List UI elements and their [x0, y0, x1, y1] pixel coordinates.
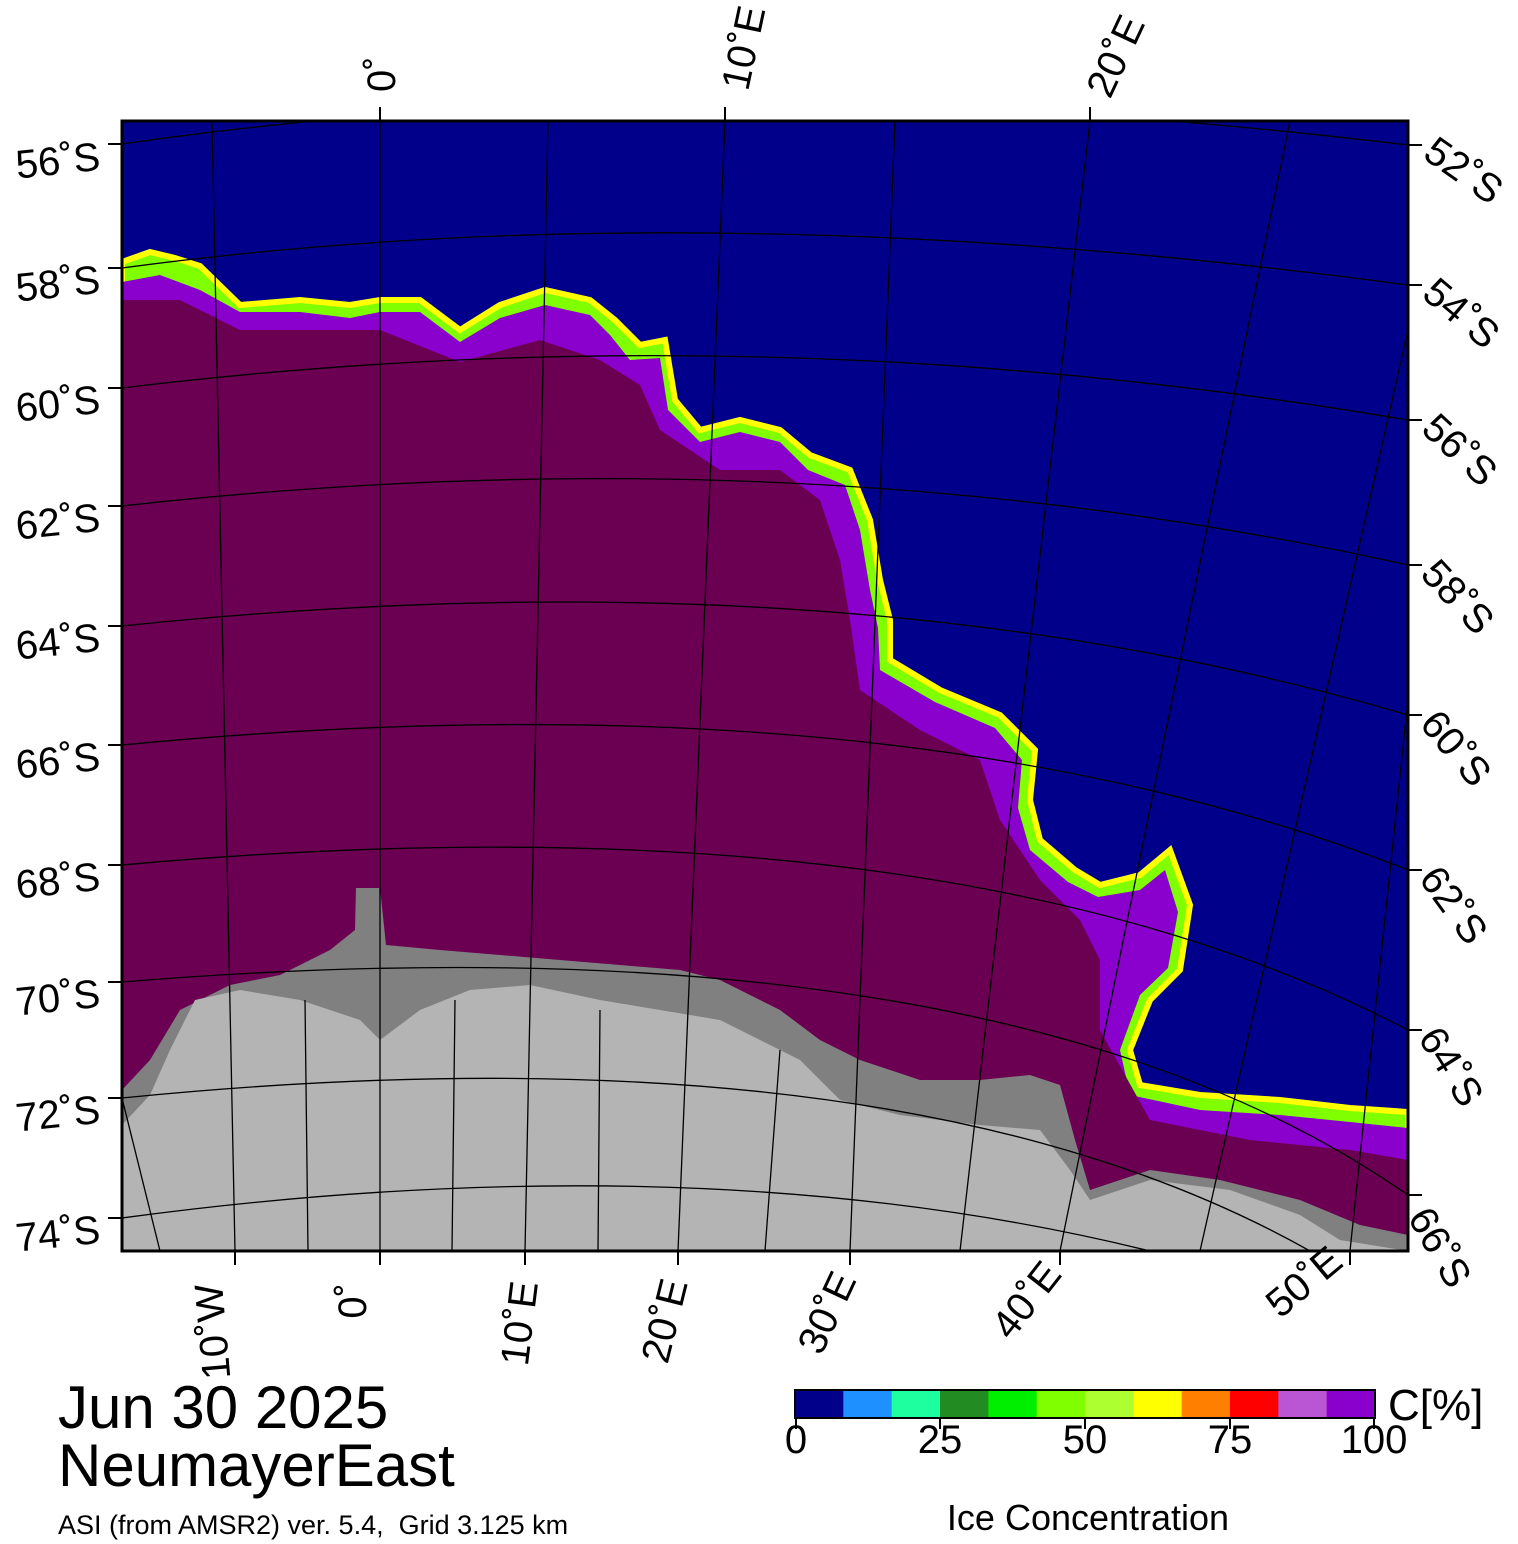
colorbar-segment	[1036, 1390, 1086, 1418]
lon-label-top: 20˚E	[1078, 9, 1154, 104]
lat-label-left: 74˚S	[14, 1208, 103, 1261]
top-lon-labels: 0˚ 10˚E 20˚E	[360, 2, 1154, 104]
left-lat-labels: 56˚S 58˚S 60˚S 62˚S 64˚S 66˚S 68˚S 70˚S …	[14, 135, 103, 1261]
colorbar-segment	[988, 1390, 1038, 1418]
colorbar-segment	[843, 1390, 893, 1418]
lat-label-left: 66˚S	[14, 735, 103, 788]
lat-label-right: 58˚S	[1412, 551, 1502, 643]
lat-label-left: 68˚S	[14, 855, 103, 908]
map-region: NeumayerEast	[58, 1432, 455, 1499]
colorbar-tick: 100	[1340, 1418, 1408, 1462]
colorbar-segment	[1326, 1390, 1376, 1418]
colorbar-segment	[1133, 1390, 1183, 1418]
bottom-lon-labels: 10˚W 0˚ 10˚E 20˚E 30˚E 40˚E 50˚E	[187, 1238, 1351, 1380]
colorbar-segment	[891, 1390, 941, 1418]
lat-label-right: 56˚S	[1414, 405, 1506, 495]
colorbar-unit: C[%]	[1388, 1381, 1484, 1430]
map-frame	[120, 119, 1410, 1253]
lon-label-bottom: 40˚E	[983, 1253, 1070, 1347]
lat-label-left: 64˚S	[14, 616, 103, 669]
lat-label-left: 58˚S	[14, 258, 103, 311]
lat-label-left: 72˚S	[14, 1088, 103, 1141]
lat-label-right: 62˚S	[1411, 858, 1496, 952]
colorbar-segment	[1230, 1390, 1279, 1418]
lat-label-right: 54˚S	[1415, 270, 1508, 358]
lat-label-right: 66˚S	[1399, 1200, 1479, 1295]
map-date: Jun 30 2025	[58, 1374, 389, 1441]
colorbar-segment	[1181, 1390, 1231, 1418]
colorbar-title: Ice Concentration	[946, 1497, 1230, 1538]
lat-label-left: 60˚S	[14, 378, 103, 431]
colorbar-segment	[795, 1390, 844, 1418]
lat-label-right: 64˚S	[1410, 1019, 1492, 1114]
lon-label-bottom: 10˚E	[493, 1279, 547, 1368]
tick-marks	[108, 107, 1422, 1265]
lat-label-left: 70˚S	[14, 972, 103, 1025]
lat-label-left: 62˚S	[14, 496, 103, 549]
lat-label-right: 52˚S	[1416, 129, 1510, 214]
lon-label-top: 0˚	[360, 56, 404, 92]
colorbar-segment	[1085, 1390, 1134, 1418]
lat-label-left: 56˚S	[14, 135, 103, 188]
colorbar-segment	[1278, 1390, 1328, 1418]
colorbar-segment	[940, 1390, 989, 1418]
colorbar-tick: 25	[917, 1418, 963, 1462]
colorbar	[794, 1389, 1376, 1429]
lon-label-top: 10˚E	[714, 2, 775, 94]
graticule	[122, 121, 1408, 1251]
lon-label-bottom: 30˚E	[790, 1265, 866, 1360]
sea-ice-map: 56˚S 58˚S 60˚S 62˚S 64˚S 66˚S 68˚S 70˚S …	[14, 2, 1511, 1380]
lon-label-bottom: 0˚	[331, 1283, 375, 1319]
colorbar-tick: 50	[1062, 1418, 1108, 1462]
lon-label-bottom: 10˚W	[187, 1282, 239, 1380]
lon-label-bottom: 20˚E	[634, 1275, 697, 1368]
colorbar-tick: 75	[1207, 1418, 1253, 1462]
right-lat-labels: 52˚S 54˚S 56˚S 58˚S 60˚S 62˚S 64˚S 66˚S	[1399, 129, 1510, 1296]
data-source: ASI (from AMSR2) ver. 5.4, Grid 3.125 km	[58, 1510, 569, 1540]
lat-label-right: 60˚S	[1412, 702, 1500, 795]
colorbar-tick: 0	[784, 1418, 808, 1462]
land	[122, 985, 1408, 1251]
